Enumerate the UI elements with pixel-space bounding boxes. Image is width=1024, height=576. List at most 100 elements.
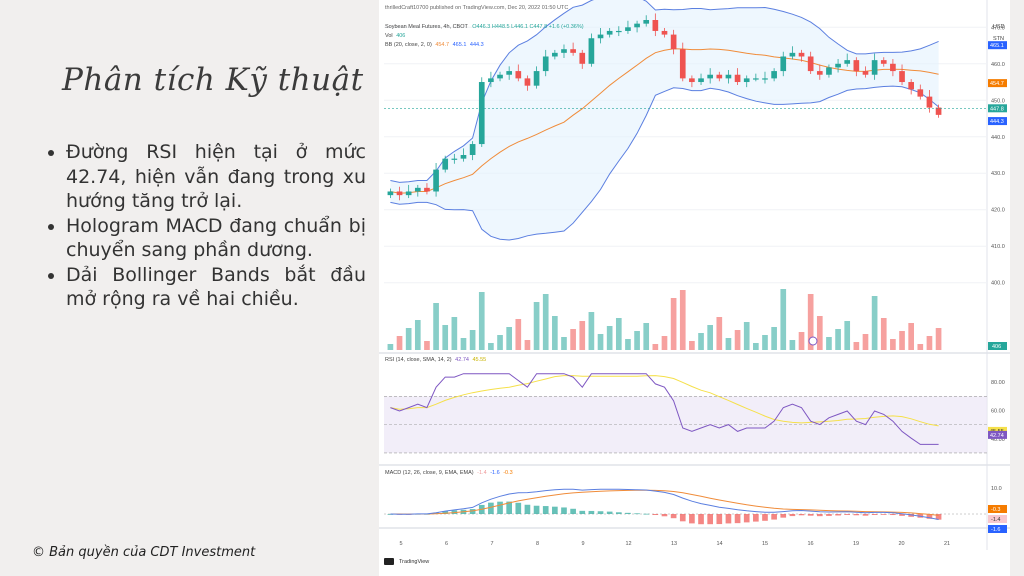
candle <box>716 74 723 79</box>
price-scale-badge <box>988 41 1007 50</box>
tv-brand: TradingView <box>399 559 430 565</box>
volume-bar <box>561 337 567 350</box>
bb-label: BB (20, close, 2, 0) <box>385 42 432 48</box>
price-scale-value: 465.1 <box>990 43 1004 49</box>
macd-histogram-bar <box>771 514 777 520</box>
candle <box>880 60 887 64</box>
candle <box>460 155 467 159</box>
candle <box>789 52 796 57</box>
price-tick-label: 400.0 <box>991 281 1005 287</box>
volume-bar <box>908 323 915 350</box>
macd-histogram-bar <box>816 514 823 517</box>
tradingview-logo-icon <box>384 558 394 565</box>
candle <box>853 60 860 72</box>
rsi-line <box>390 373 939 445</box>
candle <box>753 78 759 80</box>
volume-legend: Vol 406 <box>385 33 405 39</box>
bb-legend: BB (20, close, 2, 0) 454.7 465.1 444.3 <box>385 42 484 48</box>
price-tick-label: 440.0 <box>991 135 1005 141</box>
candle <box>561 49 567 53</box>
volume-bar <box>634 331 640 350</box>
rsi-tick-label: 80.00 <box>991 380 1005 386</box>
unit-label: STN <box>993 36 1004 42</box>
macd-histogram-bar <box>515 502 522 514</box>
volume-bar <box>661 336 668 350</box>
ohlc-values: O446.3 H448.5 L446.1 C447.8 +1.6 (+0.36%… <box>472 24 584 30</box>
candle <box>826 67 832 75</box>
volume-bar <box>625 339 631 350</box>
macd-histogram-bar <box>880 514 887 515</box>
volume-bar <box>679 290 686 350</box>
candle <box>652 20 659 31</box>
price-scale-badge <box>988 79 1007 88</box>
chart-canvas[interactable]: 400.0 410.0 420.0 430.0 440.0 450.0 460.0 470.0… <box>379 0 1010 576</box>
candle <box>625 27 631 31</box>
volume-bar <box>926 336 933 350</box>
macd-histogram-bar <box>871 514 878 515</box>
bb-lower-line <box>390 85 939 241</box>
candle <box>935 107 942 115</box>
candle <box>478 82 485 145</box>
volume-bar <box>780 289 787 350</box>
volume-bar <box>615 318 622 350</box>
price-tick-label: 410.0 <box>991 244 1005 250</box>
price-scale-value: 444.3 <box>990 119 1004 125</box>
tradingview-chart[interactable]: 400.0 410.0 420.0 430.0 440.0 450.0 460.0 470.0… <box>379 0 1010 576</box>
macd-histogram-bar <box>588 510 595 514</box>
candle <box>597 34 604 39</box>
volume-bar <box>597 334 604 350</box>
macd-histogram-bar <box>844 514 851 515</box>
price-scale-badge <box>988 117 1007 126</box>
bullet-bollinger: Dải Bollinger Bands bắt đầu mở rộng ra v… <box>66 263 366 312</box>
macd-histogram-bar <box>716 514 723 525</box>
macd-histogram-bar <box>652 514 659 516</box>
price-tick-label: 470.0 <box>991 25 1005 31</box>
macd-histogram-bar <box>899 514 905 516</box>
bb-upper-value: 465.1 <box>452 42 467 48</box>
time-tick-label: 19 <box>853 541 859 547</box>
event-marker-icon <box>808 336 818 346</box>
candle <box>405 191 412 196</box>
time-tick-label: 15 <box>762 541 768 547</box>
macd-histogram-bar <box>469 509 476 514</box>
candle <box>926 96 933 108</box>
volume-bar <box>433 303 439 350</box>
macd-histogram-bar <box>835 514 841 516</box>
time-tick-label: 5 <box>399 541 402 547</box>
macd-histogram-bar <box>743 514 750 523</box>
macd-histogram-bar <box>853 514 860 516</box>
volume-bar <box>698 333 704 350</box>
volume-bar <box>816 316 823 350</box>
volume-bar <box>890 339 896 350</box>
macd-histogram-bar <box>890 514 896 516</box>
macd-histogram-bar <box>579 510 586 514</box>
price-scale-value: 454.7 <box>990 81 1004 87</box>
candle <box>451 158 458 160</box>
volume-scale-value: 406 <box>992 344 1001 350</box>
macd-histogram-bar <box>661 514 668 517</box>
time-tick-label: 8 <box>536 541 539 547</box>
candle <box>414 187 421 192</box>
volume-bar <box>442 325 449 350</box>
rsi-scale-badge <box>988 430 1007 439</box>
volume-bar <box>460 338 467 350</box>
macd-histogram-bar <box>935 514 942 520</box>
candle <box>533 71 540 86</box>
vol-label: Vol <box>385 33 393 39</box>
candle <box>707 74 714 79</box>
macd-histogram-bar <box>597 511 604 514</box>
bb-lower-value: 444.3 <box>469 42 484 48</box>
time-tick-label: 21 <box>944 541 950 547</box>
vol-value: 406 <box>396 33 406 39</box>
candle <box>588 38 595 64</box>
candle <box>606 30 613 35</box>
macd-line-value: -1.6 <box>490 470 500 476</box>
candle <box>798 52 805 57</box>
volume-bar <box>771 327 777 350</box>
macd-histogram-bar <box>798 514 805 516</box>
macd-histogram-bar <box>643 513 650 515</box>
volume-bar <box>643 323 650 350</box>
rsi-ma-line <box>390 375 939 427</box>
candle <box>615 30 622 33</box>
volume-bar <box>844 321 851 350</box>
